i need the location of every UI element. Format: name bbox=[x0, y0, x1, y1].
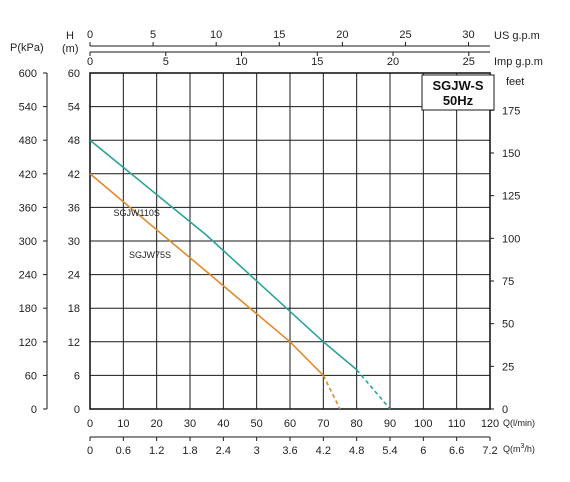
q-lmin-tick-label: 30 bbox=[184, 418, 196, 430]
us-gpm-tick-label: 15 bbox=[273, 29, 285, 41]
imp-gpm-tick-label: 25 bbox=[463, 56, 475, 68]
kpa-tick-label: 480 bbox=[19, 135, 37, 147]
kpa-axis-label: P(kPa) bbox=[10, 42, 44, 54]
q-m3h-tick-label: 1.2 bbox=[149, 445, 164, 457]
q-m3h-tick-label: 3 bbox=[254, 445, 260, 457]
us-gpm-tick-label: 0 bbox=[87, 29, 93, 41]
q-lmin-tick-label: 50 bbox=[251, 418, 263, 430]
grid bbox=[89, 72, 491, 410]
series-layer: SGJW110S SGJW75S bbox=[89, 139, 391, 410]
q-m3h-tick-label: 4.2 bbox=[316, 445, 331, 457]
us-gpm-tick-label: 30 bbox=[462, 29, 474, 41]
q-m3h-tick-label: 2.4 bbox=[216, 445, 231, 457]
head-tick-label: 60 bbox=[68, 68, 80, 80]
q-lmin-tick-label: 80 bbox=[351, 418, 363, 430]
q-m3h-tick-label: 4.8 bbox=[349, 445, 364, 457]
chart-subtitle: 50Hz bbox=[443, 93, 474, 108]
kpa-tick-label: 180 bbox=[19, 303, 37, 315]
head-tick-label: 0 bbox=[74, 404, 80, 416]
feet-tick-label: 125 bbox=[502, 191, 520, 203]
kpa-tick-label: 120 bbox=[19, 337, 37, 349]
q-lmin-tick-label: 10 bbox=[117, 418, 129, 430]
series-line-dashed-sgjw75s bbox=[322, 375, 341, 410]
head-tick-label: 30 bbox=[68, 236, 80, 248]
q-m3h-tick-label: 7.2 bbox=[482, 445, 497, 457]
kpa-tick-label: 540 bbox=[19, 102, 37, 114]
kpa-tick-label: 240 bbox=[19, 270, 37, 282]
head-tick-label: 18 bbox=[68, 303, 80, 315]
feet-tick-label: 150 bbox=[502, 148, 520, 160]
q-lmin-tick-label: 0 bbox=[87, 418, 93, 430]
head-tick-label: 48 bbox=[68, 135, 80, 147]
head-tick-label: 24 bbox=[68, 270, 80, 282]
kpa-tick-label: 420 bbox=[19, 169, 37, 181]
imp-gpm-tick-label: 5 bbox=[163, 56, 169, 68]
us-gpm-tick-label: 5 bbox=[150, 29, 156, 41]
q-m3h-tick-label: 6 bbox=[420, 445, 426, 457]
q-lmin-tick-label: 100 bbox=[414, 418, 432, 430]
q-m3h-tick-label: 0 bbox=[87, 445, 93, 457]
head-tick-label: 12 bbox=[68, 337, 80, 349]
title-box bbox=[421, 74, 495, 111]
left-axes: 0 60 120 180 240 300 360 420 480 540 600 0 6 12 18 24 30… bbox=[19, 68, 80, 416]
us-gpm-axis-label: US g.p.m bbox=[494, 30, 540, 42]
kpa-tick-label: 360 bbox=[19, 202, 37, 214]
imp-gpm-tick-label: 10 bbox=[235, 56, 247, 68]
kpa-tick-label: 0 bbox=[31, 404, 37, 416]
kpa-tick-label: 300 bbox=[19, 236, 37, 248]
q-lmin-tick-label: 60 bbox=[284, 418, 296, 430]
q-lmin-tick-label: 40 bbox=[217, 418, 229, 430]
series-label-sgjw75s: SGJW75S bbox=[129, 250, 171, 260]
bottom-axes: 0 10 20 30 40 50 60 70 80 90 100 110 120 0 0.6 1.2 1.8 2.… bbox=[87, 418, 499, 457]
head-axis-unit: (m) bbox=[62, 43, 79, 55]
head-tick-label: 36 bbox=[68, 202, 80, 214]
q-lmin-tick-label: 110 bbox=[448, 418, 466, 430]
q-m3h-tick-label: 6.6 bbox=[449, 445, 464, 457]
q-lmin-tick-label: 20 bbox=[151, 418, 163, 430]
series-label-sgjw110s: SGJW110S bbox=[113, 208, 159, 218]
q-m3h-tick-label: 1.8 bbox=[182, 445, 197, 457]
series-line-sgjw110s bbox=[89, 139, 358, 371]
feet-tick-label: 175 bbox=[502, 105, 520, 117]
head-tick-label: 54 bbox=[68, 102, 80, 114]
chart-title: SGJW-S bbox=[432, 78, 483, 93]
q-lmin-tick-label: 120 bbox=[481, 418, 499, 430]
head-tick-label: 6 bbox=[74, 370, 80, 382]
us-gpm-tick-label: 10 bbox=[210, 29, 222, 41]
q-m3h-tick-label: 5.4 bbox=[382, 445, 397, 457]
head-axis-label: H bbox=[66, 30, 74, 42]
q-lmin-axis-label: Q(l/min) bbox=[503, 418, 535, 428]
imp-gpm-tick-label: 20 bbox=[387, 56, 399, 68]
kpa-tick-label: 60 bbox=[25, 370, 37, 382]
feet-tick-label: 25 bbox=[502, 361, 514, 373]
us-gpm-tick-label: 25 bbox=[399, 29, 411, 41]
imp-gpm-tick-label: 15 bbox=[311, 56, 323, 68]
q-m3h-tick-label: 0.6 bbox=[116, 445, 131, 457]
feet-axis-label: feet bbox=[506, 76, 524, 88]
plot-frame bbox=[89, 72, 491, 410]
imp-gpm-tick-label: 0 bbox=[87, 56, 93, 68]
feet-tick-label: 50 bbox=[502, 319, 514, 331]
series-line-sgjw75s bbox=[89, 173, 324, 376]
head-tick-label: 42 bbox=[68, 169, 80, 181]
feet-tick-label: 75 bbox=[502, 276, 514, 288]
us-gpm-tick-label: 20 bbox=[336, 29, 348, 41]
q-m3h-tick-label: 3.6 bbox=[282, 445, 297, 457]
feet-tick-label: 0 bbox=[502, 404, 508, 416]
feet-tick-label: 100 bbox=[502, 233, 520, 245]
q-lmin-tick-label: 90 bbox=[384, 418, 396, 430]
right-axis: 0 25 50 75 100 125 150 175 bbox=[490, 105, 520, 416]
q-m3h-axis-label: Q(m3/h) bbox=[503, 443, 535, 454]
kpa-tick-label: 600 bbox=[19, 68, 37, 80]
series-line-dashed-sgjw110s bbox=[356, 369, 391, 410]
top-axes: 0 5 10 15 20 25 30 0 5 10 15 20 25 bbox=[87, 29, 490, 68]
imp-gpm-axis-label: Imp g.p.m bbox=[494, 56, 543, 68]
q-lmin-tick-label: 70 bbox=[317, 418, 329, 430]
